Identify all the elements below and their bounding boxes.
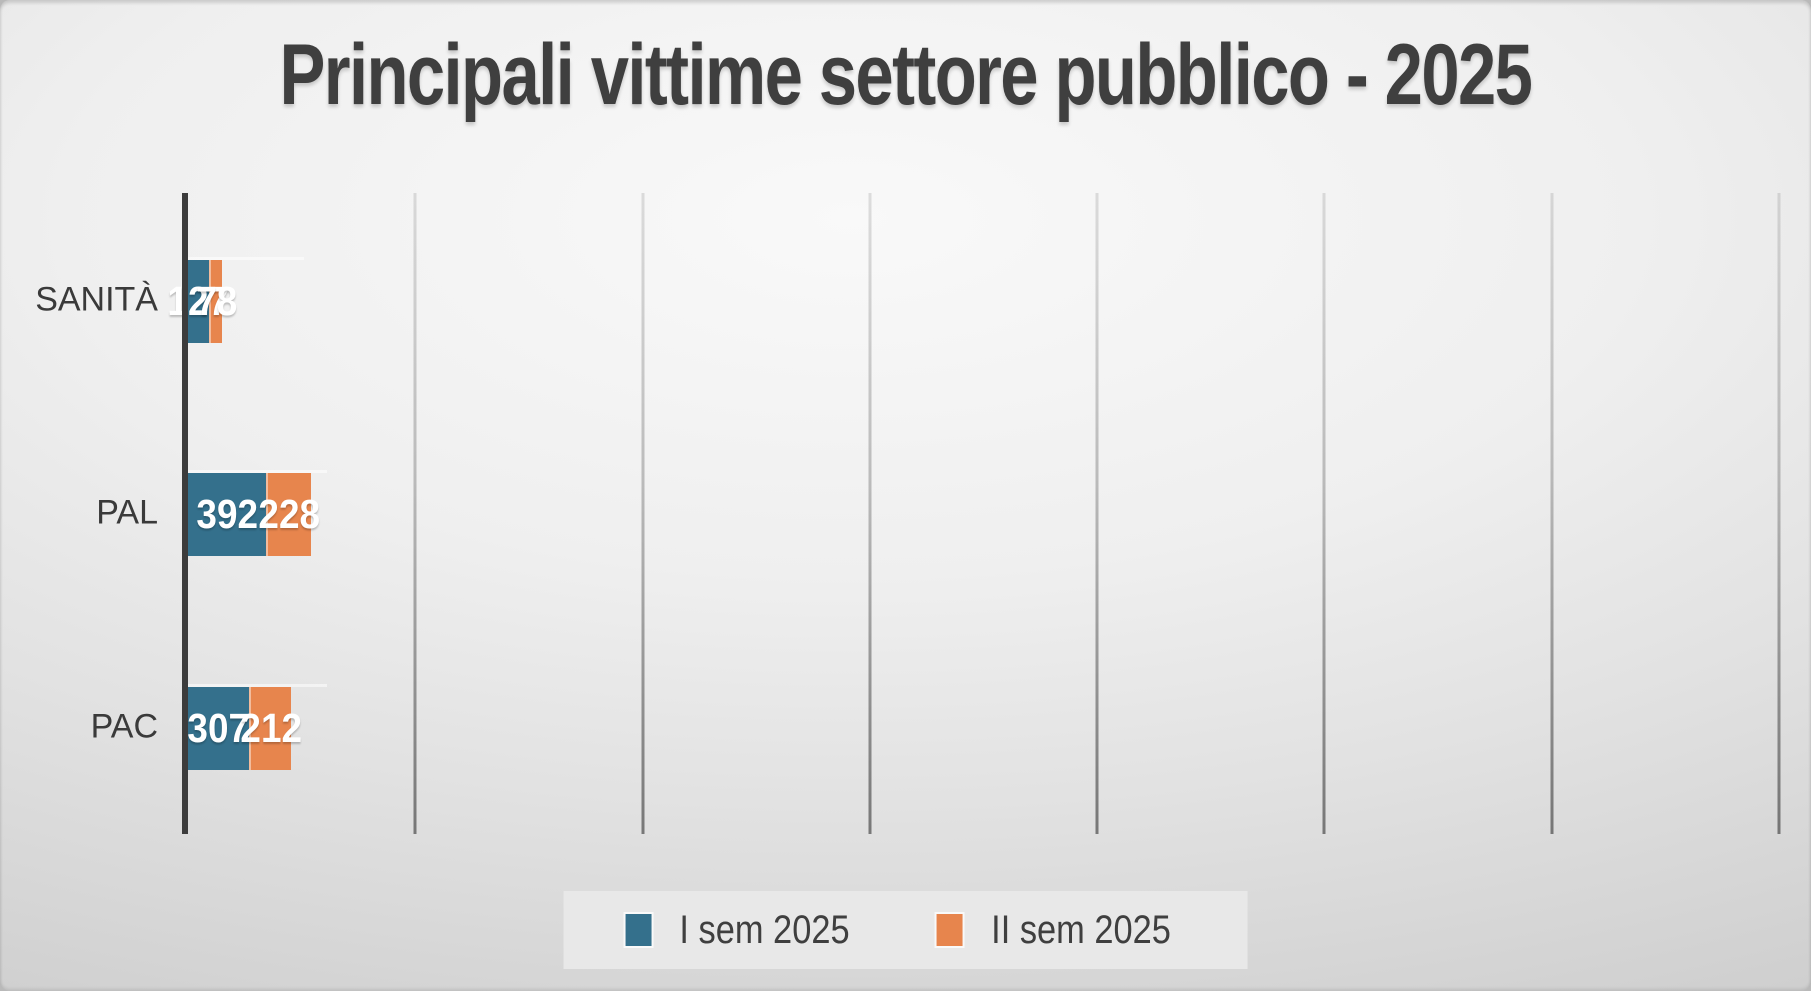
data-label: 228	[258, 491, 321, 538]
category-label-sanità: SANITÀ	[35, 280, 158, 319]
category-label-pal: PAL	[96, 493, 158, 532]
legend-item-i-sem-2025: I sem 2025	[625, 908, 863, 953]
chart-title: Principali vittime settore pubblico - 20…	[0, 26, 1811, 125]
chart-title-text: Principali vittime settore pubblico - 20…	[279, 27, 1533, 123]
bar-segment-pac-ii-sem-2025: 212	[240, 687, 302, 771]
data-label: 127	[167, 277, 230, 324]
y-axis-line	[182, 193, 188, 834]
gridline-x-500	[1322, 193, 1326, 834]
legend-swatch-icon	[936, 914, 963, 946]
data-label: 392	[196, 491, 258, 538]
legend-label: II sem 2025	[991, 907, 1172, 952]
gridline-x-600	[1550, 193, 1554, 834]
data-label: 212	[240, 705, 302, 752]
category-band-sanità: SANITÀ 127 78	[35, 193, 1779, 407]
gridline-x-300	[868, 193, 872, 834]
gridline-x-100	[413, 193, 417, 834]
legend-swatch-icon	[625, 914, 652, 946]
stacked-bar-pac: 307 212	[187, 684, 327, 771]
data-label: 307	[187, 705, 250, 752]
gridline-x-200	[641, 193, 645, 834]
bar-segment-pac-i-sem-2025: 307	[187, 687, 250, 771]
category-band-pal: PAL 392 228	[96, 407, 1779, 621]
legend-label: I sem 2025	[678, 907, 850, 952]
legend: I sem 2025 II sem 2025	[563, 891, 1248, 969]
bar-segment-pal-ii-sem-2025: 228	[259, 473, 320, 557]
stacked-bar-sanità: 127 78	[168, 256, 305, 343]
category-label-pac: PAC	[90, 707, 158, 746]
legend-item-ii-sem-2025: II sem 2025	[936, 907, 1186, 953]
gridline-x-700	[1777, 193, 1781, 834]
stacked-bar-pal: 392 228	[188, 470, 327, 557]
bar-segment-sanità-i-sem-2025: 127	[168, 259, 229, 343]
gridline-x-400	[1095, 193, 1099, 834]
data-label: 78	[195, 277, 238, 324]
bar-segment-pal-i-sem-2025: 392	[188, 473, 266, 557]
bar-segment-sanità-ii-sem-2025: 78	[196, 259, 237, 343]
category-band-pac: PAC 307 212	[91, 620, 1779, 834]
plot-area: SANITÀ 127 78 PAL 392 228 PAC 307 212	[35, 193, 1781, 834]
